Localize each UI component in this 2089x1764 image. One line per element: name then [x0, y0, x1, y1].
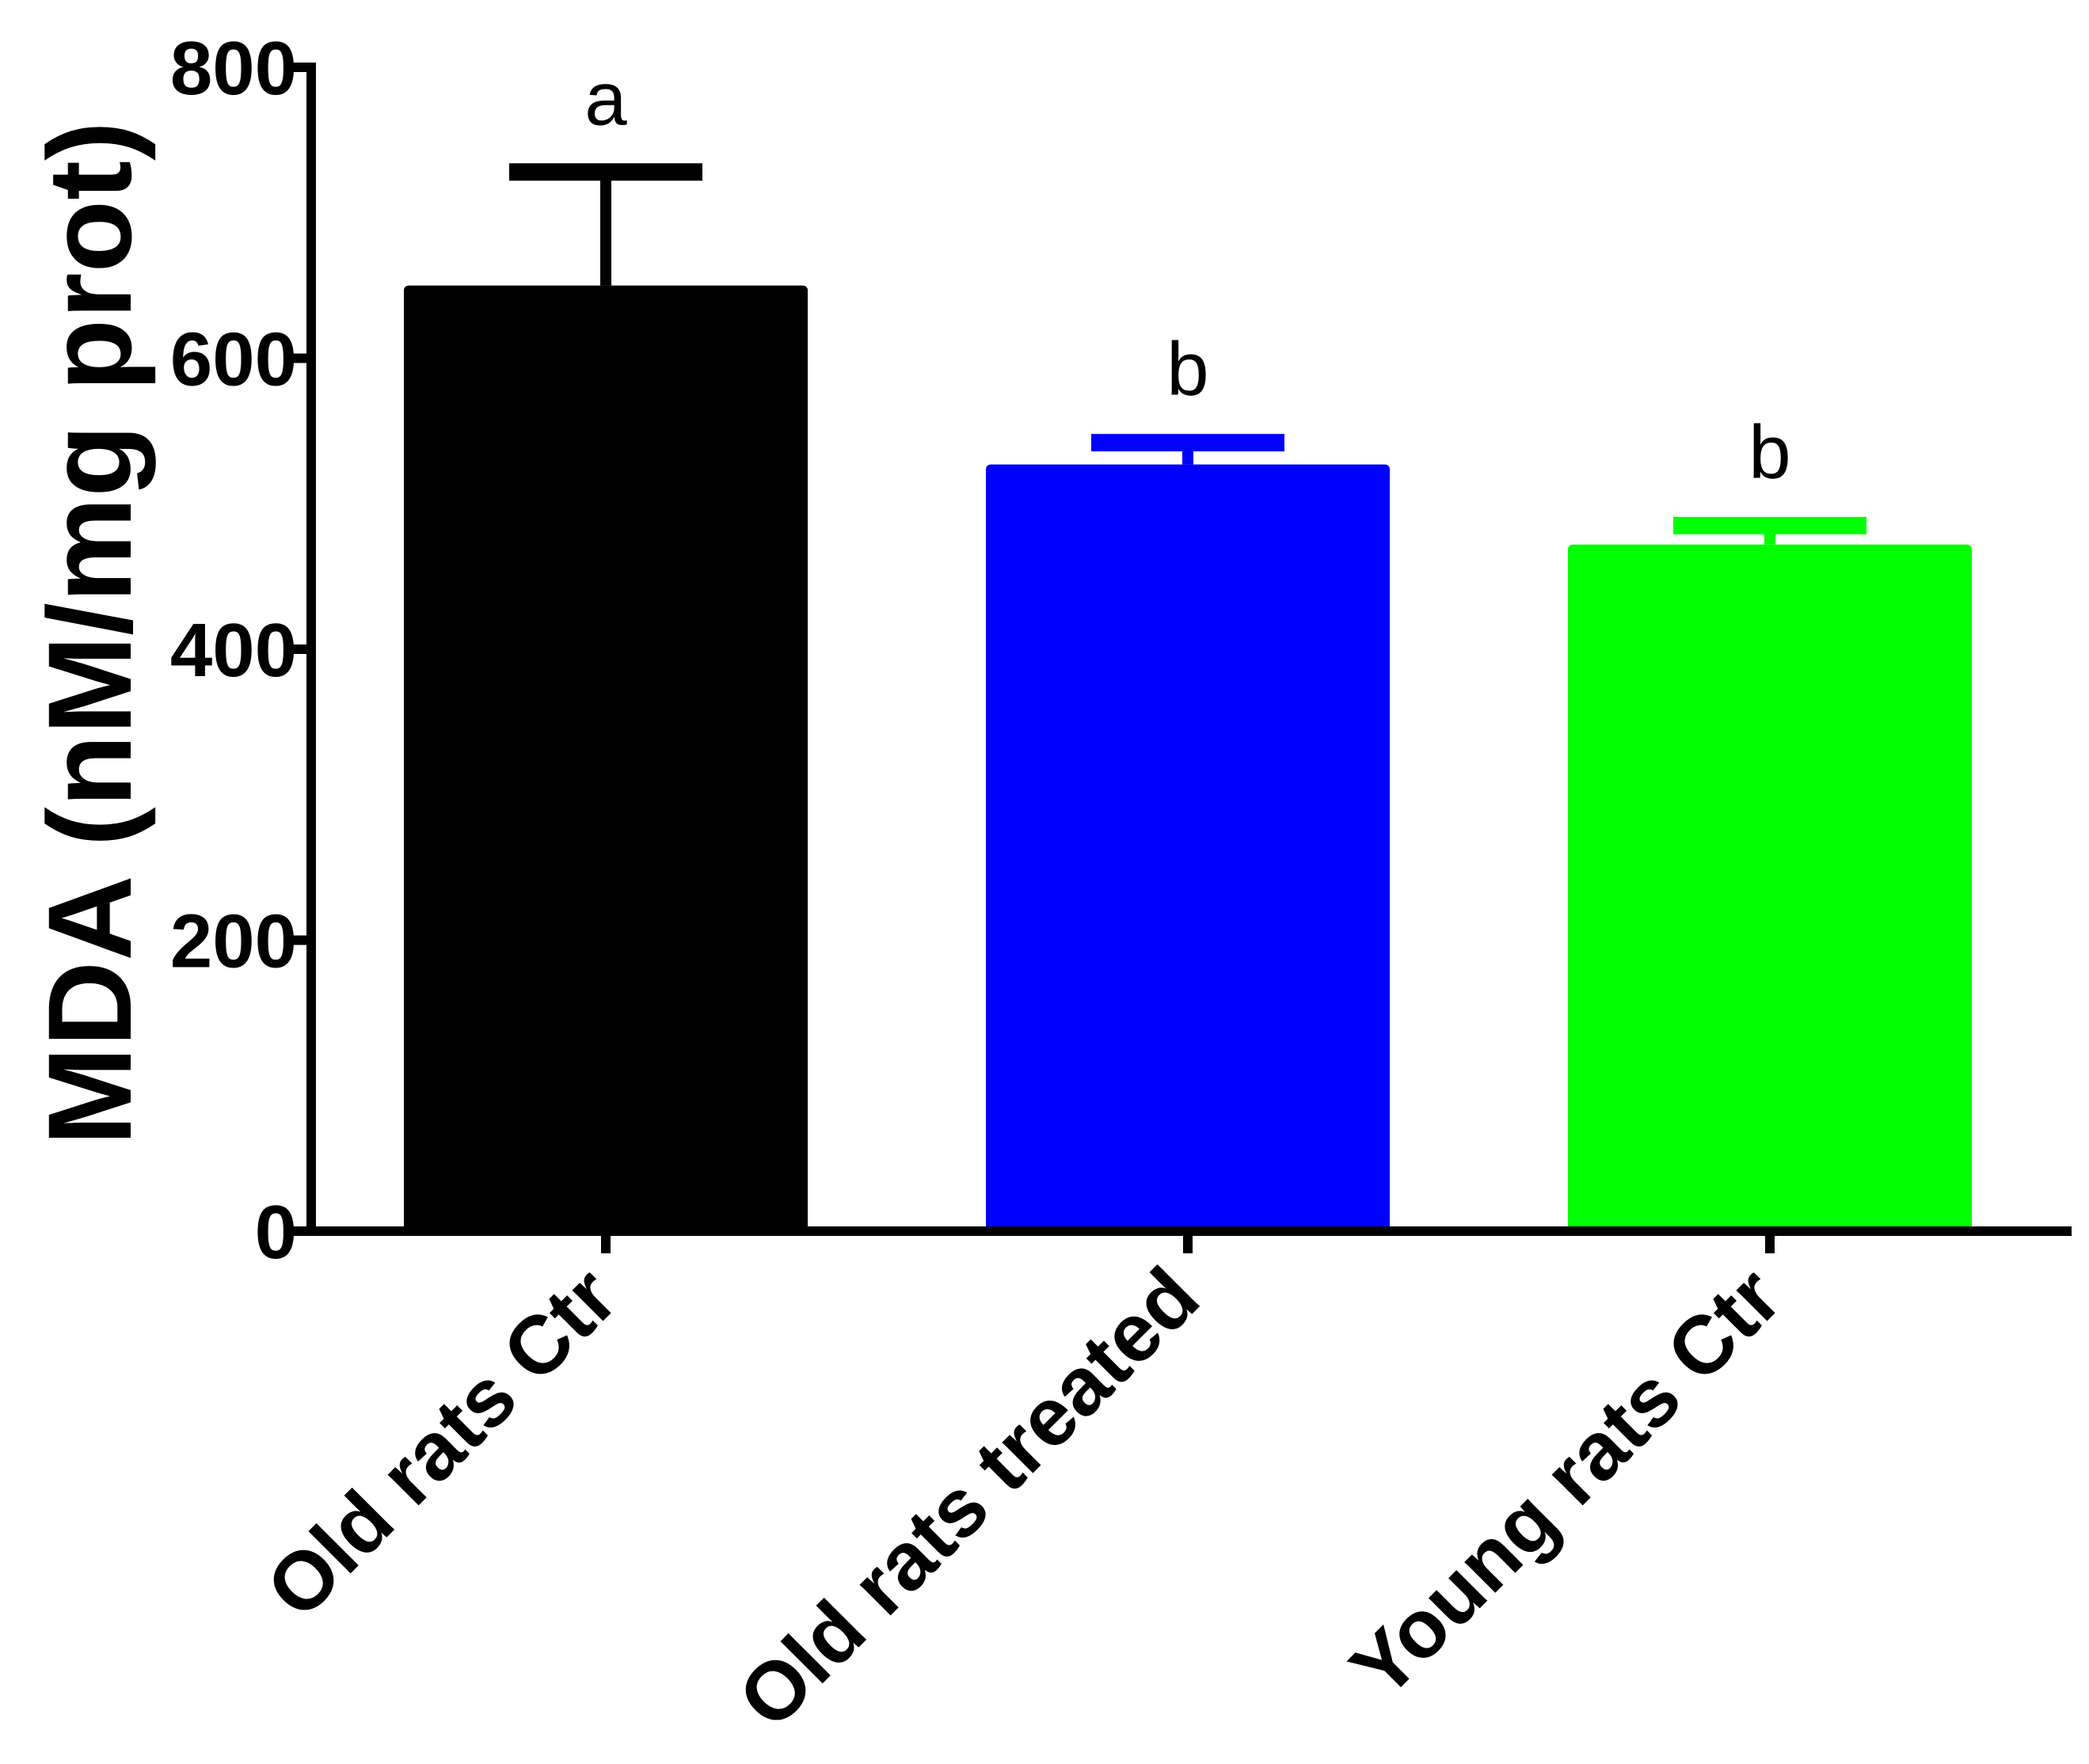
- bar: [404, 285, 808, 1231]
- category-label: Old rats treated: [721, 1250, 1217, 1746]
- category-label: Old rats Ctr: [249, 1250, 635, 1636]
- y-tick-label: 800: [170, 26, 297, 111]
- bar: [1568, 544, 1972, 1231]
- significance-letter: b: [1166, 327, 1208, 412]
- bars: [404, 285, 1972, 1231]
- y-tick-label: 600: [170, 317, 297, 402]
- y-tick-label: 400: [170, 608, 297, 693]
- significance-letter: b: [1748, 410, 1790, 495]
- category-label: Young rats Ctr: [1334, 1250, 1798, 1715]
- y-tick-label: 200: [170, 899, 297, 984]
- significance-labels: a b b: [584, 56, 1790, 495]
- bar: [986, 464, 1390, 1231]
- error-bars: [509, 163, 1866, 545]
- significance-letter: a: [584, 56, 627, 141]
- y-tick-label: 0: [255, 1190, 297, 1275]
- y-axis-title: MDA (nM/mg prot): [23, 121, 156, 1146]
- y-axis-title-group: MDA (nM/mg prot): [23, 121, 156, 1146]
- category-labels: Old rats Ctr Old rats treated Young rats C…: [249, 1250, 1799, 1746]
- y-axis-ticks: 0 200 400 600 800: [170, 26, 311, 1275]
- x-axis-ticks: [601, 1231, 1775, 1253]
